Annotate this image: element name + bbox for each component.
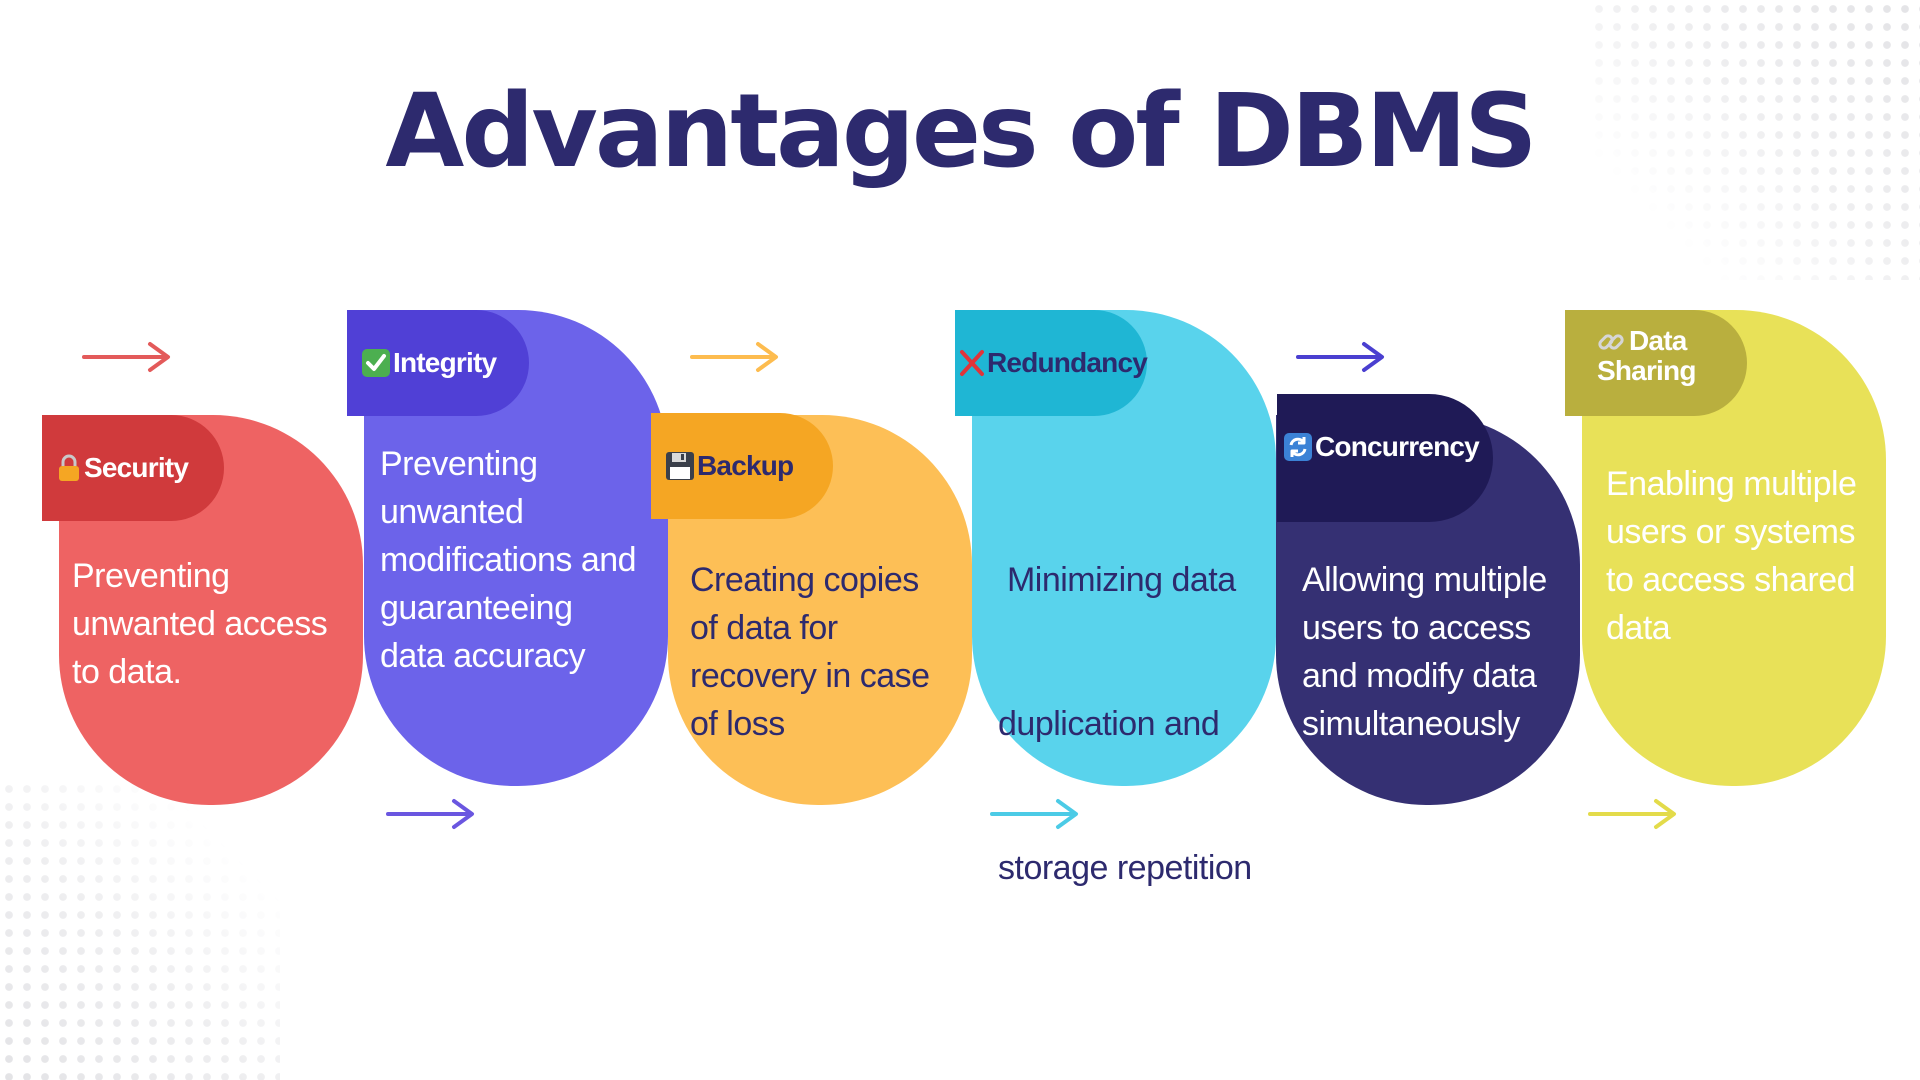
description-line: to data. bbox=[72, 653, 182, 691]
dot-pattern-bottom-left bbox=[0, 780, 280, 1080]
integrity-tab: Integrity bbox=[347, 310, 529, 416]
description-line: Creating copies bbox=[690, 561, 919, 599]
description-line: recovery in case bbox=[690, 657, 930, 695]
step-label: Security bbox=[84, 452, 189, 483]
step-label: Integrity bbox=[393, 347, 497, 378]
description-line: storage repetition bbox=[998, 849, 1252, 887]
description-line: data bbox=[1606, 609, 1671, 647]
lock-icon bbox=[56, 453, 82, 483]
step-label-line: Sharing bbox=[1597, 355, 1696, 386]
description-line: guaranteeing bbox=[380, 589, 573, 627]
link-icon bbox=[1597, 328, 1625, 356]
arrow-right-icon bbox=[1296, 342, 1384, 372]
refresh-icon bbox=[1283, 432, 1313, 462]
arrow-right-icon bbox=[386, 799, 474, 829]
step-label: Data Sharing bbox=[1597, 325, 1696, 386]
description-line: Preventing bbox=[72, 557, 230, 595]
description-line: unwanted bbox=[380, 493, 524, 531]
arrow-right-icon bbox=[690, 342, 778, 372]
description-line: to access shared bbox=[1606, 561, 1856, 599]
step-label: Concurrency bbox=[1315, 431, 1480, 462]
integrity-description: Preventing unwanted modifications and gu… bbox=[380, 440, 637, 680]
description-line: data accuracy bbox=[380, 637, 586, 675]
arrow-right-icon bbox=[82, 342, 170, 372]
security-description: Preventing unwanted access to data. bbox=[72, 552, 328, 696]
description-line: Preventing bbox=[380, 445, 538, 483]
concurrency-tab: Concurrency bbox=[1277, 394, 1493, 522]
step-label: Backup bbox=[697, 450, 794, 481]
description-line: Allowing multiple bbox=[1302, 561, 1547, 599]
data-sharing-tab: Data Sharing bbox=[1565, 310, 1747, 416]
page-title: Advantages of DBMS bbox=[385, 72, 1537, 191]
description-line: Minimizing data bbox=[998, 561, 1236, 599]
description-line: of data for bbox=[690, 609, 838, 647]
step-label-line: Data bbox=[1629, 325, 1687, 356]
concurrency-description: Allowing multiple users to access and mo… bbox=[1302, 556, 1547, 748]
description-line: duplication and bbox=[998, 705, 1220, 743]
description-line: Enabling multiple bbox=[1606, 465, 1857, 503]
description-line: modifications and bbox=[380, 541, 637, 579]
security-tab: Security bbox=[42, 415, 224, 521]
backup-tab: Backup bbox=[651, 413, 833, 519]
description-line: and modify data bbox=[1302, 657, 1537, 695]
description-line: users or systems bbox=[1606, 513, 1855, 551]
floppy-disk-icon bbox=[665, 451, 695, 481]
data-sharing-description: Enabling multiple users or systems to ac… bbox=[1606, 460, 1857, 652]
redundancy-description: Minimizing data duplication and storage … bbox=[998, 460, 1252, 940]
description-line: unwanted access bbox=[72, 605, 328, 643]
description-line: users to access bbox=[1302, 609, 1531, 647]
check-icon bbox=[361, 348, 391, 378]
redundancy-tab: Redundancy bbox=[955, 310, 1148, 416]
cross-icon bbox=[959, 349, 985, 377]
backup-description: Creating copies of data for recovery in … bbox=[690, 556, 930, 748]
description-line: simultaneously bbox=[1302, 705, 1520, 743]
description-line: of loss bbox=[690, 705, 785, 743]
arrow-right-icon bbox=[1588, 799, 1676, 829]
step-label: Redundancy bbox=[987, 347, 1148, 378]
arrow-right-icon bbox=[990, 799, 1078, 829]
